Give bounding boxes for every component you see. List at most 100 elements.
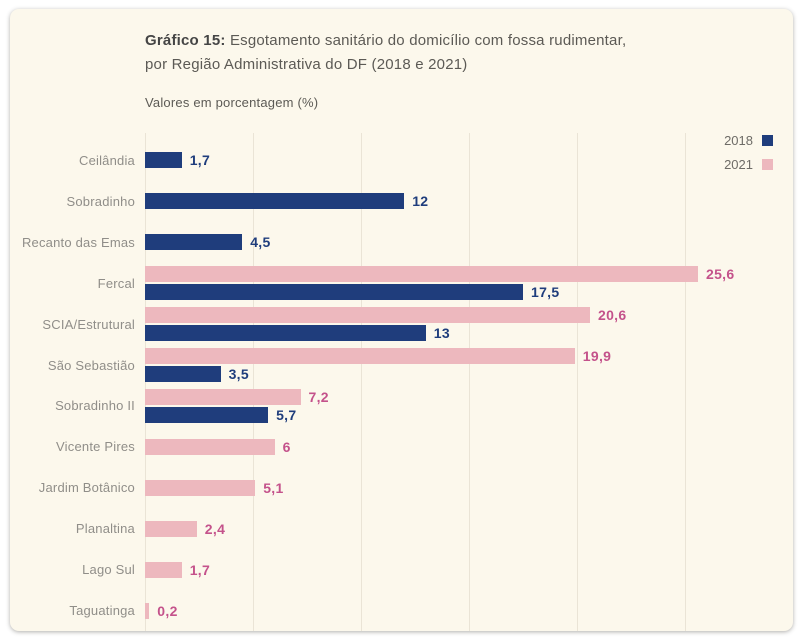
chart-title-line1: Esgotamento sanitário do domicílio com f… [229, 32, 627, 49]
category-label: Sobradinho II [55, 398, 135, 414]
bar-line-2018: 1,7 [145, 152, 793, 169]
category-label: São Sebastião [47, 357, 135, 373]
bar-line-2018: 4,5 [145, 234, 793, 251]
bar-2018 [145, 152, 182, 169]
bar-2018 [145, 234, 243, 251]
chart-row: Recanto das Emas 4,5 [10, 222, 793, 263]
bar-2021 [145, 388, 301, 405]
value-label-2021: 25,6 [706, 266, 735, 283]
bar-2021 [145, 520, 197, 537]
value-label-2021: 20,6 [598, 307, 627, 324]
bar-line-2018: 12 [145, 193, 793, 210]
bar-2018 [145, 406, 269, 423]
bar-line-2021: 7,2 [145, 388, 793, 405]
bar-line-2021: 0,2 [145, 602, 793, 619]
category-label: Taguatinga [69, 603, 135, 619]
category-label: Jardim Botânico [38, 480, 135, 496]
gridline-15 [469, 133, 470, 631]
bar-group: 7,2 5,7 [145, 386, 793, 427]
value-label-2018: 17,5 [531, 284, 560, 301]
chart-subtitle: Valores em porcentagem (%) [145, 95, 319, 110]
value-label-2021: 6 [282, 438, 291, 455]
chart-row: Planaltina 2,4 [10, 508, 793, 549]
chart-title: Gráfico 15: Esgotamento sanitário do dom… [145, 29, 745, 77]
bar-line-2021: 1,7 [145, 561, 793, 578]
bar-line-2018: 17,5 [145, 284, 793, 301]
gridline-25 [685, 133, 686, 631]
legend-swatch-2021 [762, 158, 773, 170]
chart-row: Fercal 25,6 17,5 [10, 263, 793, 304]
bar-line-2018: 5,7 [145, 406, 793, 423]
chart-row: Sobradinho II 7,2 5,7 [10, 386, 793, 427]
category-label: Planaltina [75, 521, 135, 537]
legend-item-2021: 2021 [724, 152, 773, 176]
bar-group: 20,6 13 [145, 304, 793, 345]
value-label-2021: 7,2 [308, 388, 329, 405]
value-label-2018: 5,7 [276, 406, 297, 423]
bar-2018 [145, 193, 405, 210]
chart-title-line2: por Região Administrativa do DF (2018 e … [145, 56, 468, 73]
legend-label: 2018 [724, 132, 753, 148]
bar-2018 [145, 366, 221, 383]
bar-group: 1,7 [145, 140, 793, 181]
gridline-20 [577, 133, 578, 631]
bar-line-2018: 3,5 [145, 366, 793, 383]
bar-2021 [145, 266, 698, 283]
bar-2021 [145, 307, 590, 324]
value-label-2018: 4,5 [250, 234, 271, 251]
gridline-5 [253, 133, 254, 631]
chart-row: São Sebastião 19,9 3,5 [10, 345, 793, 386]
chart-row: Jardim Botânico 5,1 [10, 467, 793, 508]
bar-line-2021: 6 [145, 438, 793, 455]
bar-group: 12 [145, 181, 793, 222]
bar-line-2021: 20,6 [145, 307, 793, 324]
bar-2021 [145, 438, 275, 455]
bar-2021 [145, 561, 182, 578]
chart-row: Lago Sul 1,7 [10, 549, 793, 590]
value-label-2018: 13 [433, 325, 450, 342]
legend-label: 2021 [724, 156, 753, 172]
legend-item-2018: 2018 [724, 128, 773, 152]
legend-swatch-2018 [762, 134, 773, 146]
chart-card: Gráfico 15: Esgotamento sanitário do dom… [10, 9, 793, 631]
bar-group: 1,7 [145, 549, 793, 590]
bar-group: 25,6 17,5 [145, 263, 793, 304]
bar-group: 6 [145, 426, 793, 467]
chart-legend: 2018 2021 [724, 128, 773, 176]
category-label: Vicente Pires [56, 439, 135, 455]
category-label: SCIA/Estrutural [42, 316, 135, 332]
category-label: Recanto das Emas [21, 234, 135, 250]
bar-line-2018: 13 [145, 325, 793, 342]
category-label: Sobradinho [66, 193, 135, 209]
bar-group: 19,9 3,5 [145, 345, 793, 386]
chart-row: Vicente Pires 6 [10, 426, 793, 467]
value-label-2021: 0,2 [157, 602, 178, 619]
value-label-2021: 2,4 [204, 520, 226, 537]
chart-title-number: Gráfico 15: [145, 32, 226, 49]
chart-row: Ceilândia 1,7 [10, 140, 793, 181]
category-label: Lago Sul [82, 562, 135, 578]
chart-row: Sobradinho 12 [10, 181, 793, 222]
bar-group: 0,2 [145, 590, 793, 631]
bar-group: 5,1 [145, 467, 793, 508]
bar-2021 [145, 348, 575, 365]
bar-2018 [145, 284, 523, 301]
category-label: Fercal [97, 275, 135, 291]
bar-2021 [145, 602, 150, 619]
value-label-2018: 1,7 [189, 152, 211, 169]
bar-line-2021: 25,6 [145, 266, 793, 283]
value-label-2021: 5,1 [263, 479, 284, 496]
bar-line-2021: 19,9 [145, 348, 793, 365]
bar-line-2021: 5,1 [145, 479, 793, 496]
value-label-2021: 19,9 [582, 348, 612, 365]
chart-plot-area: Ceilândia 1,7 Sobradinho 12 Recanto das Emas… [10, 140, 793, 631]
category-label: Ceilândia [78, 152, 135, 168]
bar-2018 [145, 325, 426, 342]
bar-group: 2,4 [145, 508, 793, 549]
bar-group: 4,5 [145, 222, 793, 263]
chart-row: SCIA/Estrutural 20,6 13 [10, 304, 793, 345]
bar-line-2021: 2,4 [145, 520, 793, 537]
gridline-10 [361, 133, 362, 631]
chart-row: Taguatinga 0,2 [10, 590, 793, 631]
value-label-2018: 3,5 [228, 366, 249, 383]
